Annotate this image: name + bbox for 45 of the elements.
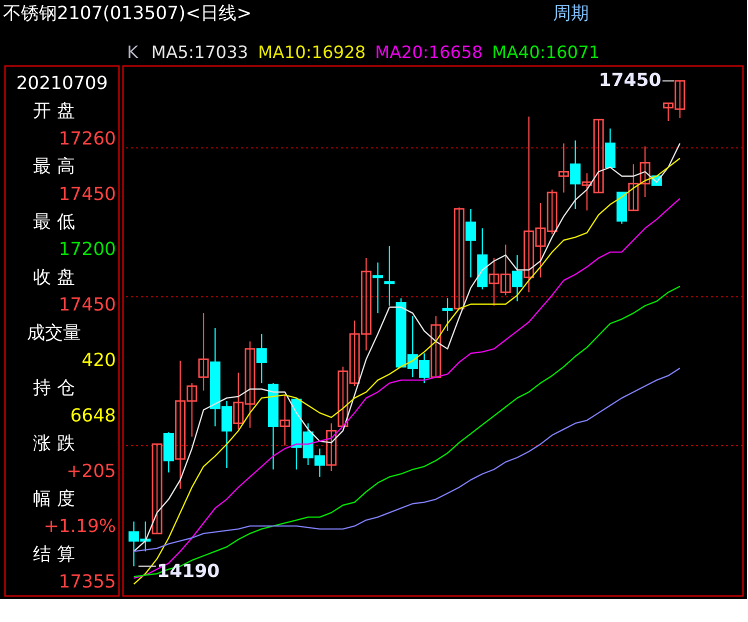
text: 17260	[58, 128, 116, 150]
text: 17450	[58, 294, 116, 316]
candlestick	[604, 128, 616, 168]
text: +205	[66, 460, 116, 482]
candlestick	[430, 316, 442, 378]
text: 最 低	[33, 212, 75, 232]
candlestick	[558, 142, 569, 194]
text: 17200	[58, 239, 116, 260]
candlestick	[384, 246, 395, 306]
text: 开 盘	[33, 100, 75, 122]
text: MA5:17033	[151, 43, 248, 63]
text: 持 仓	[33, 378, 75, 399]
candlestick	[570, 140, 581, 210]
text: 420	[82, 350, 116, 371]
text: 6648	[70, 405, 116, 426]
candlestick	[372, 262, 384, 314]
text: 最 高	[33, 156, 75, 178]
text: 幅 度	[33, 488, 75, 510]
candlestick	[640, 146, 650, 198]
candlestick	[454, 206, 464, 310]
text: +1.19%	[44, 516, 116, 538]
text: MA40:16071	[492, 43, 600, 63]
text: 涨 跌	[33, 433, 75, 454]
candlestick	[442, 298, 453, 332]
candlestick	[326, 422, 337, 472]
candlestick	[628, 164, 639, 212]
text: 收 盘	[33, 266, 75, 288]
candlestick	[152, 443, 162, 534]
text: 17450	[58, 184, 116, 205]
candlestick	[280, 394, 290, 446]
text: 周期	[553, 3, 589, 24]
text: 结 算	[33, 544, 75, 565]
legend-title: K	[127, 43, 139, 63]
candlestick	[512, 254, 522, 302]
annotation: 14190	[157, 561, 220, 582]
text: 17355	[58, 572, 116, 593]
text: MA10:16928	[258, 43, 366, 63]
candlestick	[198, 312, 209, 392]
text: MA20:16658	[375, 43, 483, 63]
text: 20210709	[16, 73, 108, 94]
chart-title: 不锈钢2107(013507)<日线>	[3, 3, 252, 24]
candlestick	[466, 208, 476, 278]
annotation: 17450	[598, 70, 662, 91]
candlestick	[256, 333, 267, 384]
text: 成交量	[27, 322, 81, 344]
